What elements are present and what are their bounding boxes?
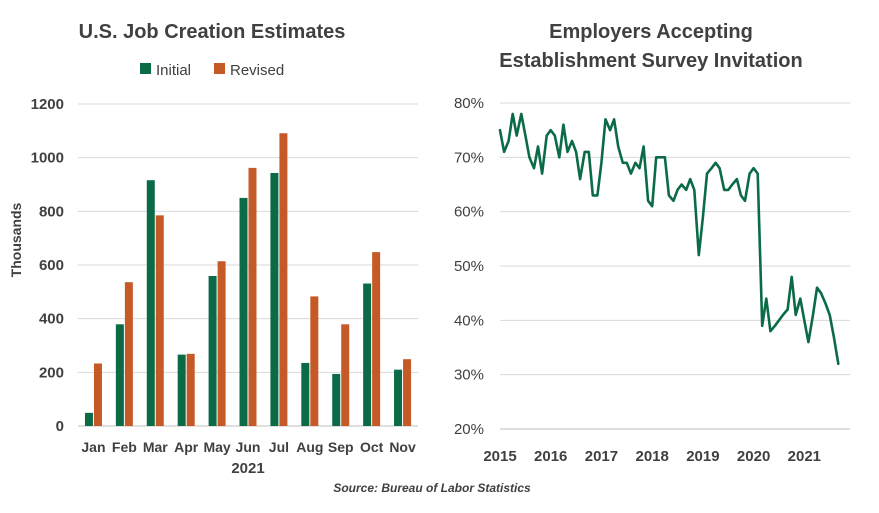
line-y-axis: 20% 30% 40% 50% 60% 70% 80%	[454, 95, 484, 438]
bar-chart-title: U.S. Job Creation Estimates	[79, 21, 346, 43]
bar-y-tick-label: 1000	[31, 150, 64, 167]
bar-x-tick-label: Jun	[236, 439, 261, 455]
bar-initial-nov	[394, 369, 403, 426]
bar-initial-oct	[363, 283, 372, 426]
line-y-tick-label: 20%	[454, 421, 484, 438]
bar-x-tick-label: Jul	[269, 439, 289, 455]
bar-initial-mar	[146, 180, 155, 426]
bar-revised-oct	[372, 252, 381, 426]
bar-revised-nov	[403, 359, 412, 426]
legend: Initial Revised	[140, 62, 284, 79]
bar-revised-aug	[310, 296, 319, 426]
legend-label-revised: Revised	[230, 62, 284, 79]
bar-revised-feb	[124, 282, 133, 426]
bar-initial-jul	[270, 172, 279, 426]
bar-x-tick-label: Sep	[328, 439, 354, 455]
bar-x-axis-title: 2021	[231, 460, 264, 477]
bar-revised-apr	[186, 353, 195, 426]
bar-x-tick-label: Nov	[389, 439, 416, 455]
legend-swatch-initial	[140, 63, 151, 74]
bar-y-axis-title: Thousands	[8, 202, 24, 277]
bar-x-tick-label: Oct	[360, 439, 384, 455]
bar-initial-aug	[301, 362, 310, 426]
bar-revised-sep	[341, 324, 350, 426]
bar-revised-may	[217, 261, 226, 426]
bar-y-axis: 0 200 400 600 800 1000 1200	[31, 96, 64, 435]
bar-initial-sep	[332, 373, 341, 426]
line-y-tick-label: 80%	[454, 95, 484, 112]
bar-x-axis: Jan Feb Mar Apr May Jun Jul Aug Sep Oct Nov	[81, 439, 416, 455]
bar-marks	[84, 133, 412, 426]
bar-initial-may	[208, 276, 217, 426]
bar-x-tick-label: Jan	[81, 439, 105, 455]
source-note: Source: Bureau of Labor Statistics	[333, 481, 531, 495]
bar-initial-jun	[239, 197, 248, 426]
bar-y-tick-label: 0	[56, 418, 64, 435]
bar-chart: U.S. Job Creation Estimates Initial Revi…	[8, 21, 418, 477]
bar-y-tick-label: 600	[39, 257, 64, 274]
line-x-tick-label: 2020	[737, 448, 770, 465]
line-series	[498, 112, 840, 366]
line-x-tick-label: 2019	[686, 448, 719, 465]
bar-initial-apr	[177, 354, 186, 426]
line-x-tick-label: 2018	[635, 448, 668, 465]
bar-y-tick-label: 1200	[31, 96, 64, 113]
bar-initial-feb	[115, 324, 124, 426]
line-x-tick-label: 2015	[483, 448, 516, 465]
bar-x-tick-label: Aug	[296, 439, 323, 455]
line-x-tick-label: 2021	[788, 448, 821, 465]
bar-x-tick-label: Feb	[112, 439, 137, 455]
bar-revised-mar	[155, 215, 164, 426]
bar-revised-jul	[279, 133, 288, 426]
line-x-axis: 2015 2016 2017 2018 2019 2020 2021	[483, 448, 821, 465]
line-y-tick-label: 70%	[454, 149, 484, 166]
line-y-tick-label: 30%	[454, 367, 484, 384]
bar-x-tick-label: Mar	[143, 439, 168, 455]
line-chart-title-line2: Establishment Survey Invitation	[499, 50, 802, 72]
bar-gridlines	[78, 103, 418, 427]
line-y-tick-label: 60%	[454, 204, 484, 221]
acceptance-rate-line	[498, 112, 840, 366]
bar-x-tick-label: May	[203, 439, 230, 455]
line-chart: Employers Accepting Establishment Survey…	[454, 21, 850, 465]
bar-y-tick-label: 800	[39, 203, 64, 220]
line-x-tick-label: 2017	[585, 448, 618, 465]
bar-y-tick-label: 400	[39, 311, 64, 328]
line-x-tick-label: 2016	[534, 448, 567, 465]
bar-initial-jan	[84, 412, 93, 426]
line-y-tick-label: 50%	[454, 258, 484, 275]
line-y-tick-label: 40%	[454, 312, 484, 329]
bar-revised-jan	[93, 363, 102, 426]
line-gridlines	[500, 102, 850, 430]
legend-swatch-revised	[214, 63, 225, 74]
line-chart-title-line1: Employers Accepting	[549, 21, 753, 43]
bar-y-tick-label: 200	[39, 364, 64, 381]
bar-x-tick-label: Apr	[174, 439, 199, 455]
legend-label-initial: Initial	[156, 62, 191, 79]
bar-revised-jun	[248, 167, 257, 426]
